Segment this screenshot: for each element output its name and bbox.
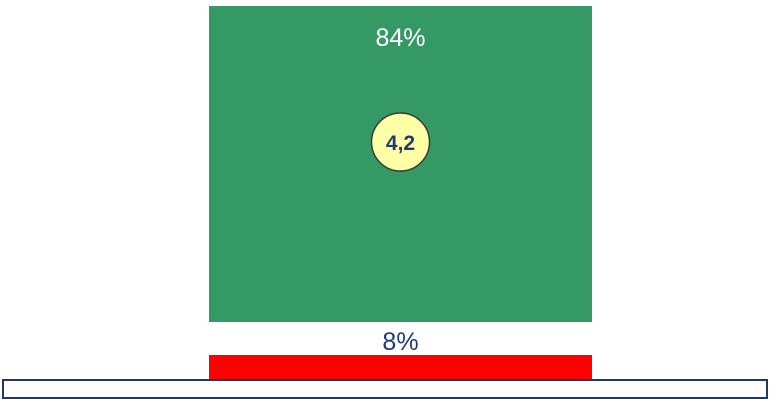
bar-label-negative: 8% [382,328,418,356]
bar-label-positive: 84% [375,24,425,52]
bottom-panel [2,379,768,399]
stacked-percentage-chart: 84% 4,2 8% [209,6,592,388]
score-badge [370,112,431,172]
score-value: 4,2 [386,132,415,155]
